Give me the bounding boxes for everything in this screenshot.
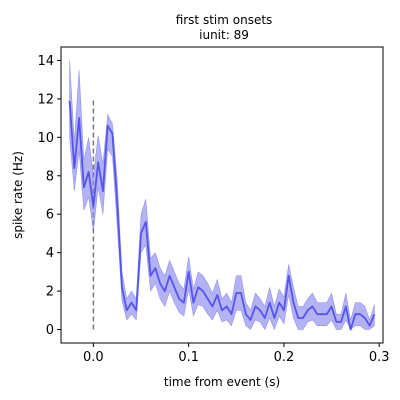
y-axis: 0 2 4 6 8 10 12 14 xyxy=(37,54,61,338)
chart-title: first stim onsets xyxy=(176,13,273,27)
x-tick-label: 0.0 xyxy=(83,350,104,365)
x-axis: 0.0 0.1 0.2 0.3 xyxy=(83,343,390,365)
y-tick-label: 0 xyxy=(46,323,54,338)
y-tick-label: 2 xyxy=(46,285,54,300)
y-axis-label: spike rate (Hz) xyxy=(11,151,25,239)
y-tick-label: 12 xyxy=(37,92,54,107)
y-tick-label: 6 xyxy=(46,208,54,223)
x-tick-label: 0.2 xyxy=(274,350,295,365)
x-tick-label: 0.1 xyxy=(178,350,199,365)
y-tick-label: 8 xyxy=(46,169,54,184)
plot-area xyxy=(68,60,376,331)
y-tick-label: 10 xyxy=(37,131,54,146)
confidence-band xyxy=(69,60,375,331)
chart-subtitle: iunit: 89 xyxy=(199,28,249,42)
series-line xyxy=(68,100,376,331)
plot-frame xyxy=(60,46,384,344)
y-tick-label: 4 xyxy=(46,246,54,261)
x-axis-label: time from event (s) xyxy=(164,375,280,389)
y-tick-label: 14 xyxy=(37,54,54,69)
x-tick-label: 0.3 xyxy=(369,350,390,365)
